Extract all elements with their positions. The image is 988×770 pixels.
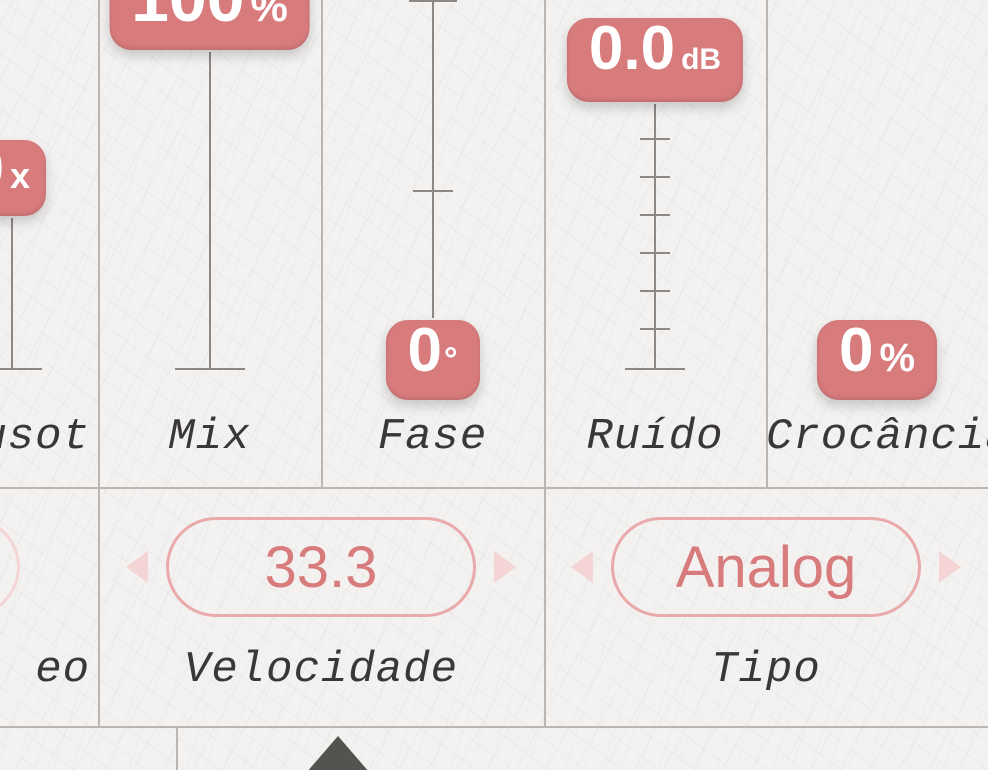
slider-value: 100 (131, 0, 244, 32)
slider-value: 0 (407, 320, 441, 382)
slider-tick (640, 252, 670, 254)
slider-unit: ° (444, 343, 458, 377)
slider-value: 0 (0, 140, 4, 198)
stepper-value: Analog (676, 534, 857, 601)
chevron-up-icon (300, 736, 376, 770)
stepper-prev-tipo[interactable] (571, 551, 593, 583)
stepper-eo: eo (0, 487, 98, 726)
slider-label-ruido: Ruído (544, 412, 766, 462)
slider-cap (175, 368, 245, 370)
grid-line (176, 726, 178, 770)
stepper-label-velocidade: Velocidade (98, 645, 544, 695)
slider-cap (625, 368, 685, 370)
stepper-prev-velocidade[interactable] (126, 551, 148, 583)
slider-usot[interactable]: 0 x usot (0, 0, 98, 487)
slider-thumb-usot[interactable]: 0 x (0, 140, 46, 216)
slider-unit: % (251, 0, 288, 28)
slider-mix[interactable]: 100 % Mix (98, 0, 321, 487)
slider-ruido[interactable]: 0.0 dB Ruído (544, 0, 766, 487)
slider-cap (0, 368, 42, 370)
slider-label-usot: usot (0, 412, 90, 462)
slider-tick (640, 328, 670, 330)
slider-track (11, 218, 13, 368)
slider-tick (640, 176, 670, 178)
stepper-velocidade: 33.3 Velocidade (98, 487, 544, 726)
slider-value: 0.0 (589, 18, 675, 80)
slider-track (432, 0, 434, 318)
stepper-value: 33.3 (265, 534, 378, 601)
stepper-label-tipo: Tipo (544, 645, 988, 695)
slider-label-mix: Mix (98, 412, 321, 462)
slider-label-crocancia: Crocância (766, 412, 988, 462)
slider-tick (640, 290, 670, 292)
slider-track (209, 52, 211, 368)
stepper-next-tipo[interactable] (939, 551, 961, 583)
slider-label-fase: Fase (321, 412, 544, 462)
slider-tick (640, 214, 670, 216)
stepper-next-velocidade[interactable] (494, 551, 516, 583)
slider-thumb-fase[interactable]: 0 ° (385, 320, 479, 400)
slider-unit: % (879, 338, 915, 378)
stepper-label-eo: eo (35, 645, 90, 695)
slider-thumb-ruido[interactable]: 0.0 dB (567, 18, 743, 102)
slider-value: 0 (839, 320, 873, 382)
slider-thumb-crocancia[interactable]: 0 % (817, 320, 937, 400)
stepper-pill-tipo[interactable]: Analog (611, 517, 921, 617)
slider-tick (640, 138, 670, 140)
slider-thumb-mix[interactable]: 100 % (109, 0, 310, 50)
slider-unit: dB (681, 45, 721, 75)
stepper-tipo: Analog Tipo (544, 487, 988, 726)
stepper-pill-velocidade[interactable]: 33.3 (166, 517, 476, 617)
slider-tick (413, 190, 453, 192)
slider-crocancia[interactable]: 0 % Crocância (766, 0, 988, 487)
stepper-pill-partial[interactable] (0, 517, 20, 617)
slider-cap (409, 0, 457, 2)
slider-unit: x (10, 158, 30, 194)
grid-line (0, 726, 988, 728)
slider-fase[interactable]: 0 ° Fase (321, 0, 544, 487)
